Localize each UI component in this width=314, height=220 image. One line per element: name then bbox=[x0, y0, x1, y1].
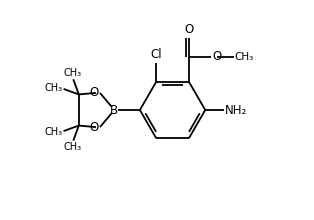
Text: CH₃: CH₃ bbox=[64, 142, 82, 152]
Text: B: B bbox=[110, 103, 118, 117]
Text: CH₃: CH₃ bbox=[235, 52, 254, 62]
Text: O: O bbox=[89, 86, 99, 99]
Text: NH₂: NH₂ bbox=[225, 103, 247, 117]
Text: O: O bbox=[89, 121, 99, 134]
Text: CH₃: CH₃ bbox=[44, 84, 62, 93]
Text: CH₃: CH₃ bbox=[44, 126, 62, 136]
Text: Cl: Cl bbox=[150, 48, 162, 61]
Text: O: O bbox=[184, 24, 193, 37]
Text: CH₃: CH₃ bbox=[64, 68, 82, 78]
Text: O: O bbox=[213, 50, 222, 63]
